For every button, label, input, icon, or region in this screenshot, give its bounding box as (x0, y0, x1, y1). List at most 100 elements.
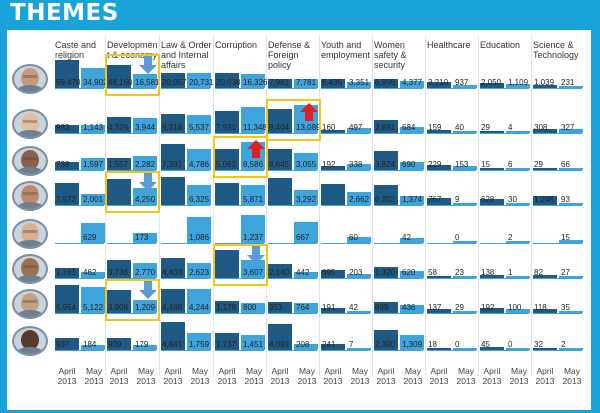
value-underline (55, 243, 104, 244)
may-bar (400, 335, 424, 350)
may-value-label: 100 (508, 303, 522, 312)
footer-april-month: April (430, 366, 448, 376)
may-value-label: 2 (561, 340, 566, 349)
may-bar (347, 82, 371, 88)
may-bar (241, 260, 265, 278)
april-value-label: 5,954 (56, 303, 77, 312)
value-underline (427, 350, 476, 351)
april-value-label: 953 (269, 303, 283, 312)
may-value-label: 620 (402, 268, 416, 277)
april-value-label: 82 (534, 268, 543, 277)
april-value-label: 3,736 (108, 268, 129, 277)
footer-may-label: May 2013 (241, 366, 267, 386)
data-cell: 628 30 (480, 177, 533, 206)
may-value-label: 1,759 (189, 340, 210, 349)
value-underline (268, 243, 317, 244)
data-cell: 20,057 20,731 (161, 60, 214, 89)
may-bar (133, 188, 157, 205)
theme-header: Defense & Foreign policy (268, 40, 311, 70)
value-underline (480, 133, 529, 134)
footer-april-label: April 2013 (320, 366, 346, 386)
april-bar (55, 162, 79, 170)
april-value-label: 7,391 (162, 160, 183, 169)
may-value-label: 2,770 (135, 268, 156, 277)
may-bar (187, 149, 211, 170)
may-value-label: 0 (508, 340, 513, 349)
april-bar (374, 330, 398, 350)
april-value-label: 18 (428, 340, 437, 349)
april-value-label: 738 (56, 160, 70, 169)
may-value-label: 20,731 (189, 78, 214, 87)
april-bar (215, 73, 239, 88)
value-underline (107, 243, 156, 244)
value-underline (533, 133, 582, 134)
theme-header: Caste and religion (55, 40, 97, 60)
footer-may-label: May 2013 (506, 366, 532, 386)
april-value-label: 983 (56, 123, 70, 132)
data-cell: 953 764 (268, 285, 321, 314)
april-bar (374, 185, 398, 205)
april-bar (107, 158, 131, 170)
april-value-label: 7,981 (269, 78, 290, 87)
april-value-label: 1,320 (375, 268, 396, 277)
may-bar (453, 166, 477, 170)
footer-april-month: April (271, 366, 289, 376)
footer-may-year: 2013 (562, 376, 582, 386)
data-cell: 3,292 (268, 177, 321, 206)
data-cell: 738 1,597 (55, 142, 108, 171)
data-cell: 118 35 (533, 285, 586, 314)
may-bar (81, 272, 105, 278)
may-bar (400, 162, 424, 170)
may-value-label: 7,781 (296, 78, 317, 87)
page-title: THEMES (10, 0, 119, 26)
may-value-label: 442 (296, 268, 310, 277)
april-value-label: 29 (534, 160, 543, 169)
may-bar (294, 222, 318, 243)
value-underline (427, 170, 476, 171)
may-value-label: 0 (455, 340, 460, 349)
may-value-label: 2,662 (349, 195, 370, 204)
data-cell: 137 29 (427, 285, 480, 314)
footer-april-label: April 2013 (267, 366, 293, 386)
april-bar (161, 177, 185, 205)
may-bar (241, 335, 265, 350)
value-underline (374, 278, 423, 279)
may-value-label: 1,109 (508, 78, 529, 87)
footer-april-month: April (536, 366, 554, 376)
politician-avatar (12, 254, 48, 284)
value-underline (215, 350, 264, 351)
value-underline (161, 205, 210, 206)
may-value-label: 327 (561, 123, 575, 132)
april-value-label: 241 (322, 340, 336, 349)
column-separator (266, 36, 267, 376)
april-value-label: 6,435 (322, 78, 343, 87)
footer-may-label: May 2013 (294, 366, 320, 386)
may-bar (241, 107, 265, 133)
april-bar (268, 79, 292, 88)
value-underline (321, 243, 370, 244)
april-bar (161, 258, 185, 278)
april-value-label: 628 (481, 195, 495, 204)
value-underline (321, 88, 370, 89)
may-value-label: 0 (455, 233, 460, 242)
theme-header: Law & Order and Internal affairs (161, 40, 212, 70)
footer-may-month: May (404, 366, 422, 376)
april-bar (268, 324, 292, 350)
column-separator (372, 36, 373, 376)
value-underline (533, 278, 582, 279)
may-value-label: 179 (135, 340, 149, 349)
value-underline (533, 170, 582, 171)
value-underline (480, 313, 529, 314)
april-value-label: 6,316 (162, 123, 183, 132)
april-bar (215, 250, 239, 278)
may-value-label: 436 (402, 303, 416, 312)
data-cell: 629 (55, 215, 108, 244)
data-cell: 192 338 (321, 142, 374, 171)
may-value-label: 153 (455, 160, 469, 169)
may-bar (187, 185, 211, 205)
data-cell: 767 9 (427, 177, 480, 206)
april-value-label: 6,996 (375, 78, 396, 87)
highlight-box (105, 279, 160, 321)
data-cell: 937 184 (55, 322, 108, 351)
value-underline (268, 278, 317, 279)
